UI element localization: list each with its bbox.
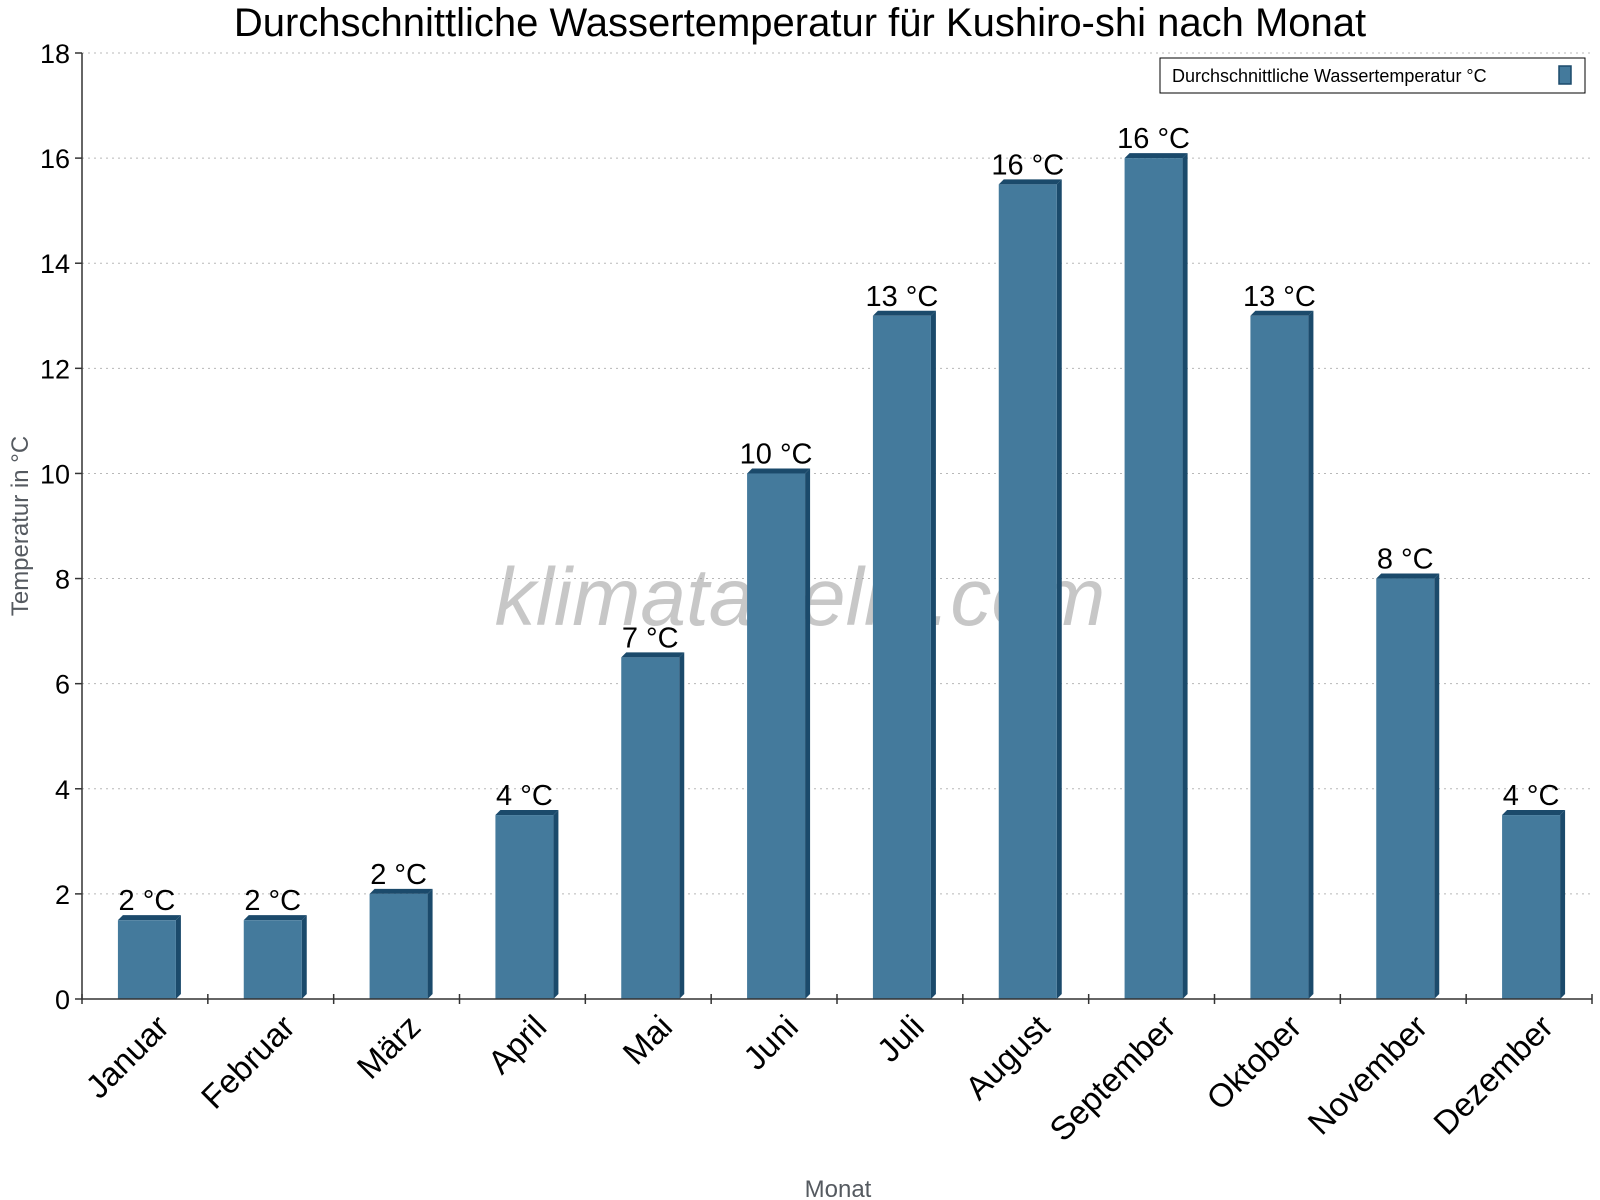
bar-top — [1502, 810, 1566, 816]
bar-front — [872, 315, 931, 999]
data-label: 7 °C — [622, 622, 679, 654]
x-tick-label: Januar — [78, 1008, 176, 1106]
y-tick-label: 2 — [55, 880, 70, 910]
legend-label: Durchschnittliche Wassertemperatur °C — [1172, 66, 1487, 86]
bar-top — [747, 468, 811, 474]
bar-front — [243, 920, 302, 999]
bar-front — [998, 184, 1057, 999]
y-tick-label: 10 — [40, 459, 70, 489]
bars — [117, 153, 1566, 1000]
bar-side — [1056, 179, 1062, 999]
x-tick-label: Oktober — [1199, 1008, 1308, 1117]
y-tick-label: 14 — [40, 249, 70, 279]
bar-side — [427, 888, 433, 999]
x-tick-label: Juni — [736, 1008, 805, 1077]
data-label: 13 °C — [1243, 281, 1316, 313]
bar-side — [805, 468, 811, 999]
y-tick-label: 12 — [40, 354, 70, 384]
data-label: 2 °C — [119, 885, 176, 917]
bar — [747, 468, 811, 999]
x-tick-label: Mai — [615, 1008, 679, 1072]
legend: Durchschnittliche Wassertemperatur °C — [1159, 57, 1586, 94]
x-axis-ticks: Januar Februar März April Mai Juni Juli AugustS… — [78, 994, 1593, 1148]
bar-top — [1250, 310, 1314, 316]
y-tick-label: 18 — [40, 39, 70, 69]
data-label: 2 °C — [244, 885, 301, 917]
bar — [495, 810, 559, 999]
bar-front — [1124, 158, 1183, 1000]
bar-front — [621, 657, 680, 999]
x-tick-label: September — [1042, 1008, 1182, 1148]
bar-top — [621, 652, 685, 658]
data-label: 16 °C — [1117, 123, 1190, 155]
x-axis-label: Monat — [805, 1176, 872, 1200]
legend-swatch — [1558, 65, 1572, 85]
bar-front — [1376, 578, 1435, 999]
bar-top — [998, 179, 1062, 185]
y-tick-label: 16 — [40, 144, 70, 174]
bar-top — [243, 915, 307, 921]
y-axis-ticks: 0 2 4 6 8 10 12 14 16 18 — [40, 39, 82, 1015]
bar — [1124, 153, 1188, 1000]
bar — [117, 915, 181, 999]
bar-side — [553, 810, 559, 999]
y-tick-label: 0 — [55, 985, 70, 1015]
bar — [243, 915, 307, 999]
data-label: 8 °C — [1377, 544, 1434, 576]
data-label: 4 °C — [1503, 780, 1560, 812]
bar — [621, 652, 685, 999]
grid-lines — [82, 52, 1592, 895]
x-tick-label: November — [1300, 1008, 1434, 1142]
x-tick-label: April — [481, 1008, 554, 1081]
bar-side — [301, 915, 307, 999]
bar-top — [117, 915, 181, 921]
data-label: 10 °C — [740, 438, 813, 470]
bar-side — [1434, 573, 1440, 999]
data-label: 2 °C — [370, 859, 427, 891]
bar-top — [369, 888, 433, 894]
bar-top — [495, 810, 559, 816]
bar-side — [175, 915, 181, 999]
y-axis-label: Temperatur in °C — [7, 436, 34, 616]
x-tick-label: Februar — [194, 1008, 302, 1116]
x-tick-label: Dezember — [1426, 1008, 1560, 1142]
bar-side — [1182, 153, 1188, 1000]
y-tick-label: 8 — [55, 565, 70, 595]
bar-top — [1376, 573, 1440, 579]
bar — [1250, 310, 1314, 999]
bar-side — [1560, 810, 1566, 999]
x-tick-label: Juli — [870, 1008, 931, 1069]
bar-front — [1250, 315, 1309, 999]
bar-front — [369, 893, 428, 999]
bar — [1376, 573, 1440, 999]
bar-side — [1308, 310, 1314, 999]
y-tick-label: 6 — [55, 670, 70, 700]
y-tick-label: 4 — [55, 775, 70, 805]
bar-front — [117, 920, 176, 999]
bar — [1502, 810, 1566, 999]
data-label: 13 °C — [865, 281, 938, 313]
legend-box — [1159, 57, 1586, 94]
bar-front — [1502, 815, 1561, 999]
bar-top — [872, 310, 936, 316]
bar — [998, 179, 1062, 999]
bar-front — [747, 473, 806, 999]
bar — [369, 888, 433, 999]
data-label: 16 °C — [991, 149, 1064, 181]
bar — [872, 310, 936, 999]
bar-side — [930, 310, 936, 999]
bar-side — [679, 652, 685, 999]
data-labels: 2 °C 2 °C 2 °C 4 °C 7 °C 10 °C 13 °C 16 °C 16 °C… — [119, 123, 1560, 917]
data-label: 4 °C — [496, 780, 553, 812]
bar-front — [495, 815, 554, 999]
bar-top — [1124, 153, 1188, 159]
x-tick-label: März — [350, 1008, 428, 1086]
x-tick-label: August — [958, 1008, 1057, 1107]
chart-title: Durchschnittliche Wassertemperatur für K… — [234, 1, 1366, 45]
